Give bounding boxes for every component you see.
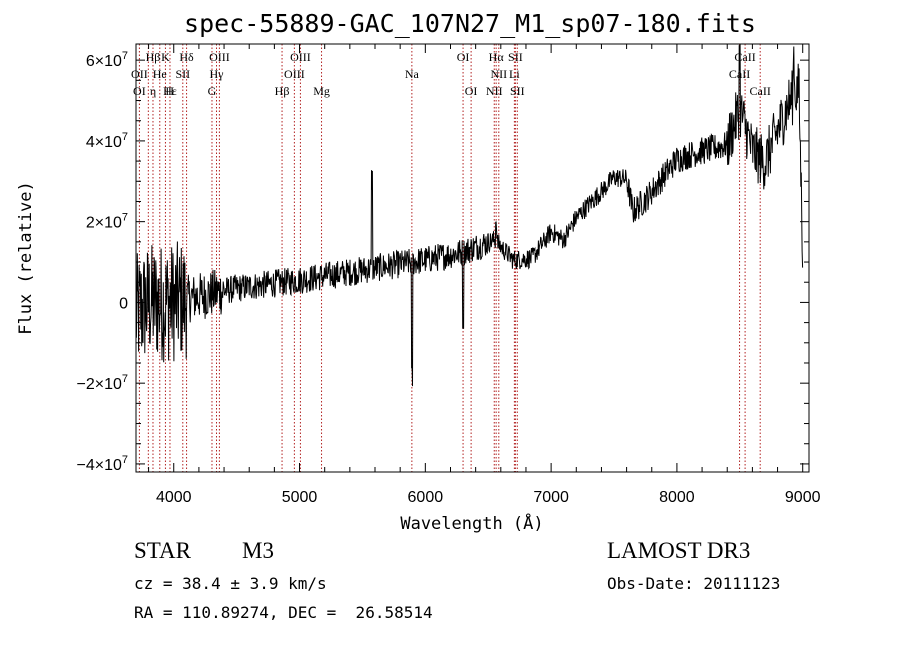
spectral-line-label: Na bbox=[405, 67, 420, 81]
spectral-line-label: Mg bbox=[313, 84, 330, 98]
coordinates-readout: RA = 110.89274, DEC = 26.58514 bbox=[134, 603, 433, 622]
spectral-line-label: Hβ bbox=[146, 50, 161, 64]
spectral-line-label: OIII bbox=[209, 50, 230, 64]
y-tick-label: −2×107 bbox=[76, 373, 128, 393]
spectral-line-label: Hβ bbox=[275, 84, 290, 98]
observation-date: Obs-Date: 20111123 bbox=[607, 574, 781, 593]
spectral-line-label: Hδ bbox=[179, 50, 194, 64]
survey-name: LAMOST DR3 bbox=[607, 538, 751, 563]
spectral-line-label: SII bbox=[508, 50, 523, 64]
x-axis-label: Wavelength (Å) bbox=[400, 512, 543, 534]
spectral-line-label: OIII bbox=[284, 67, 305, 81]
x-tick-label: 4000 bbox=[156, 489, 192, 506]
spectral-line-label: Hε bbox=[163, 84, 177, 98]
y-tick-label: 0 bbox=[119, 295, 128, 312]
spectral-line-label: Hα bbox=[489, 50, 505, 64]
redshift-readout: cz = 38.4 ± 3.9 km/s bbox=[134, 574, 327, 593]
spectral-line-label: He bbox=[153, 67, 167, 81]
x-tick-label: 5000 bbox=[282, 489, 318, 506]
x-tick-label: 9000 bbox=[785, 489, 821, 506]
spectral-line-label: OIII bbox=[290, 50, 311, 64]
x-axis: 4000 5000 6000 7000 8000 9000 bbox=[148, 44, 821, 506]
spectral-line-label: NII bbox=[490, 67, 507, 81]
y-tick-label: −4×107 bbox=[76, 454, 128, 474]
spectral-line-label: K bbox=[161, 50, 170, 64]
spectral-line-label: CaII bbox=[750, 84, 771, 98]
spectral-line-label: OI bbox=[457, 50, 470, 64]
y-axis: −4×107 −2×107 0 2×107 4×107 6×107 bbox=[76, 50, 809, 474]
spectral-line-label: Li bbox=[509, 67, 520, 81]
spectrum-series bbox=[135, 43, 804, 387]
x-tick-label: 6000 bbox=[408, 489, 444, 506]
spectral-line-label: SII bbox=[175, 67, 190, 81]
y-tick-label: 4×107 bbox=[86, 131, 128, 151]
object-subclass: M3 bbox=[242, 538, 274, 563]
plot-frame bbox=[135, 43, 810, 473]
spectral-line-label: NII bbox=[486, 84, 503, 98]
x-tick-label: 7000 bbox=[533, 489, 569, 506]
spectral-line-label: H bbox=[165, 84, 174, 98]
y-tick-label: 2×107 bbox=[86, 212, 128, 232]
x-tick-label: 8000 bbox=[659, 489, 695, 506]
spectral-line-label: Hγ bbox=[210, 67, 225, 81]
spectral-line-label: η bbox=[150, 84, 156, 98]
spectral-line-label: SII bbox=[510, 84, 525, 98]
spectral-line-label: OI bbox=[133, 84, 146, 98]
chart-title: spec-55889-GAC_107N27_M1_sp07-180.fits bbox=[184, 9, 756, 38]
spectral-line-label: G bbox=[208, 84, 217, 98]
spectral-line-label: CaII bbox=[729, 67, 750, 81]
y-tick-label: 6×107 bbox=[86, 50, 128, 70]
spectral-line-label: CaII bbox=[734, 50, 755, 64]
spectral-line-label: OI bbox=[465, 84, 478, 98]
spectral-line-label: OII bbox=[131, 67, 148, 81]
y-axis-label: Flux (relative) bbox=[16, 181, 36, 335]
object-class: STAR bbox=[134, 538, 191, 563]
